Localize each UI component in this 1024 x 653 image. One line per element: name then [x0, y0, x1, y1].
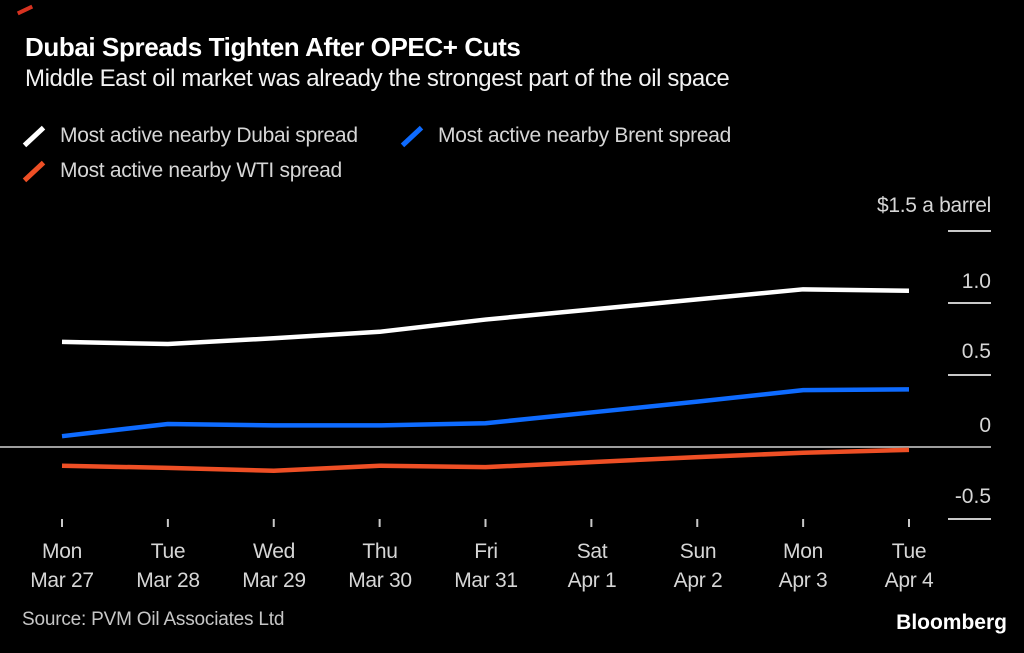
y-tick-label-0-5: 0.5 — [961, 340, 991, 363]
x-label-date: Mar 28 — [136, 569, 200, 592]
x-label-day: Sat — [576, 540, 608, 563]
series-line-wti — [61, 447, 910, 474]
source-credit: Source: PVM Oil Associates Ltd — [22, 609, 285, 630]
wti-line-swatch-icon — [22, 160, 46, 182]
x-label-mar28: Tue Mar 28 — [120, 537, 216, 595]
y-tick-label-neg-0-5: -0.5 — [954, 485, 991, 508]
chart-title: Dubai Spreads Tighten After OPEC+ Cuts — [25, 32, 521, 62]
x-label-mar27: Mon Mar 27 — [14, 537, 110, 595]
x-label-date: Apr 4 — [884, 569, 934, 592]
dubai-line-swatch-icon — [22, 125, 46, 147]
x-label-mar29: Wed Mar 29 — [226, 537, 322, 595]
x-label-date: Apr 1 — [567, 569, 617, 592]
x-label-apr4: Tue Apr 4 — [861, 537, 957, 595]
x-label-day: Mon — [42, 540, 82, 563]
x-label-mar31: Fri Mar 31 — [438, 537, 534, 595]
x-label-day: Fri — [474, 540, 498, 563]
bloomberg-logo: Bloomberg — [896, 611, 1007, 634]
x-label-date: Mar 27 — [30, 569, 94, 592]
x-label-day: Tue — [150, 540, 186, 563]
series-line-dubai — [61, 287, 910, 347]
x-label-apr3: Mon Apr 3 — [755, 537, 851, 595]
x-label-day: Tue — [891, 540, 927, 563]
x-label-day: Wed — [253, 540, 295, 563]
bloomberg-red-tick-icon — [16, 4, 34, 16]
legend-label-dubai: Most active nearby Dubai spread — [60, 124, 358, 147]
legend-item-dubai: Most active nearby Dubai spread — [21, 123, 358, 149]
x-label-mar30: Thu Mar 30 — [332, 537, 428, 595]
x-label-date: Apr 2 — [673, 569, 723, 592]
x-label-day: Thu — [362, 540, 398, 563]
legend-label-brent: Most active nearby Brent spread — [438, 124, 732, 147]
y-axis-unit-label: $1.5 a barrel — [876, 194, 991, 217]
chart-subtitle: Middle East oil market was already the s… — [25, 65, 730, 92]
x-label-apr2: Sun Apr 2 — [650, 537, 746, 595]
x-label-date: Mar 30 — [348, 569, 412, 592]
legend-item-wti: Most active nearby WTI spread — [21, 158, 342, 184]
legend-item-brent: Most active nearby Brent spread — [399, 123, 731, 149]
series-line-brent — [61, 387, 910, 439]
legend-label-wti: Most active nearby WTI spread — [60, 159, 342, 182]
y-tick-label-0: 0 — [979, 414, 991, 437]
x-label-date: Mar 29 — [242, 569, 306, 592]
y-tick-label-1-0: 1.0 — [961, 270, 991, 293]
x-label-apr1: Sat Apr 1 — [544, 537, 640, 595]
x-label-date: Mar 31 — [454, 569, 518, 592]
brent-line-swatch-icon — [400, 125, 424, 147]
x-label-day: Mon — [783, 540, 823, 563]
x-label-day: Sun — [679, 540, 717, 563]
x-label-date: Apr 3 — [778, 569, 828, 592]
